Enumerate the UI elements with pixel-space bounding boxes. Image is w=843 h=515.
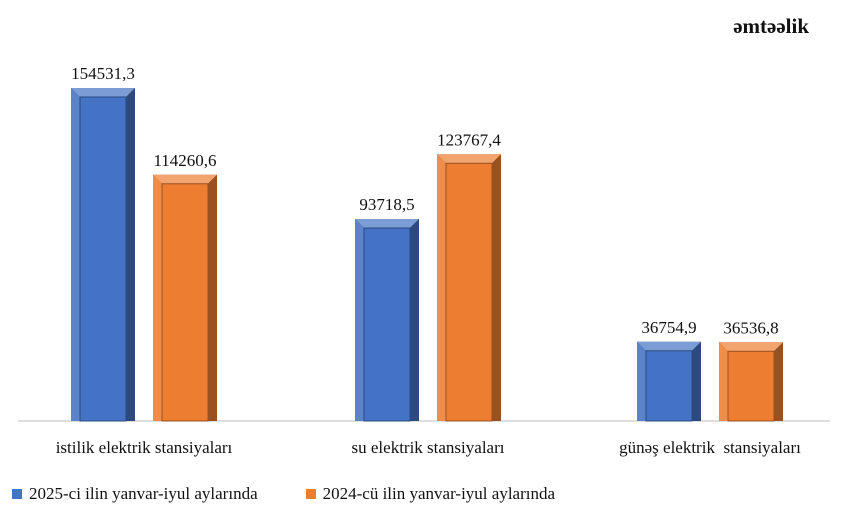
bar-face <box>445 162 493 422</box>
bar-bevel-left <box>71 88 80 421</box>
bar-bevel-top <box>355 219 419 229</box>
bar-bevel-top <box>153 174 217 184</box>
legend-label: 2024-cü ilin yanvar-iyul aylarında <box>322 484 556 503</box>
data-label: 154531,3 <box>71 64 135 83</box>
legend-swatch <box>305 489 316 499</box>
bar-series1-1 <box>355 219 419 422</box>
bar-series2-0 <box>153 174 217 422</box>
legend-label: 2025-ci ilin yanvar-iyul aylarında <box>29 484 258 503</box>
data-label: 36536,8 <box>723 318 778 337</box>
bar-bevel-top <box>719 342 783 352</box>
bar-face <box>727 350 775 422</box>
bar-series2-2 <box>719 342 783 422</box>
bar-bevel-left <box>437 154 446 422</box>
bar-bevel-right <box>410 219 419 421</box>
bar-bevel-left <box>355 219 364 421</box>
legend-item: 2024-cü ilin yanvar-iyul aylarında <box>305 484 556 504</box>
bar-face <box>645 350 693 422</box>
bar-bevel-top <box>71 88 135 97</box>
bar-series2-1 <box>437 154 501 422</box>
bar-bevel-top <box>437 154 501 164</box>
bar-bevel-left <box>719 342 728 421</box>
bar-bevel-right <box>774 342 783 421</box>
bar-bevel-right <box>126 88 135 421</box>
bar-bevel-top <box>637 341 701 351</box>
legend-item: 2025-ci ilin yanvar-iyul aylarında <box>12 484 258 504</box>
legend: 2025-ci ilin yanvar-iyul aylarında 2024-c… <box>12 484 603 504</box>
data-label: 36754,9 <box>641 318 696 337</box>
bar-bevel-left <box>637 341 646 421</box>
category-label: istilik elektrik stansiyaları <box>56 438 233 457</box>
bar-series1-0 <box>71 88 135 422</box>
bar-face <box>161 183 209 422</box>
legend-swatch <box>12 489 22 499</box>
bar-bevel-right <box>208 174 217 421</box>
category-label: günəş elektrik stansiyaları <box>619 438 801 457</box>
bar-bevel-right <box>692 341 701 421</box>
bar-face <box>79 96 127 422</box>
bar-bevel-right <box>492 154 501 422</box>
bar-bevel-left <box>153 174 162 421</box>
bar-series1-2 <box>637 341 701 422</box>
unit-label: əmtəəlik <box>733 14 809 38</box>
bar-chart: 154531,3 114260,6 istilik elektrik stansiy… <box>18 64 830 457</box>
bar-face <box>363 227 411 422</box>
category-label: su elektrik stansiyaları <box>352 438 505 457</box>
data-label: 123767,4 <box>437 130 501 149</box>
data-label: 93718,5 <box>359 195 414 214</box>
data-label: 114260,6 <box>153 151 216 170</box>
